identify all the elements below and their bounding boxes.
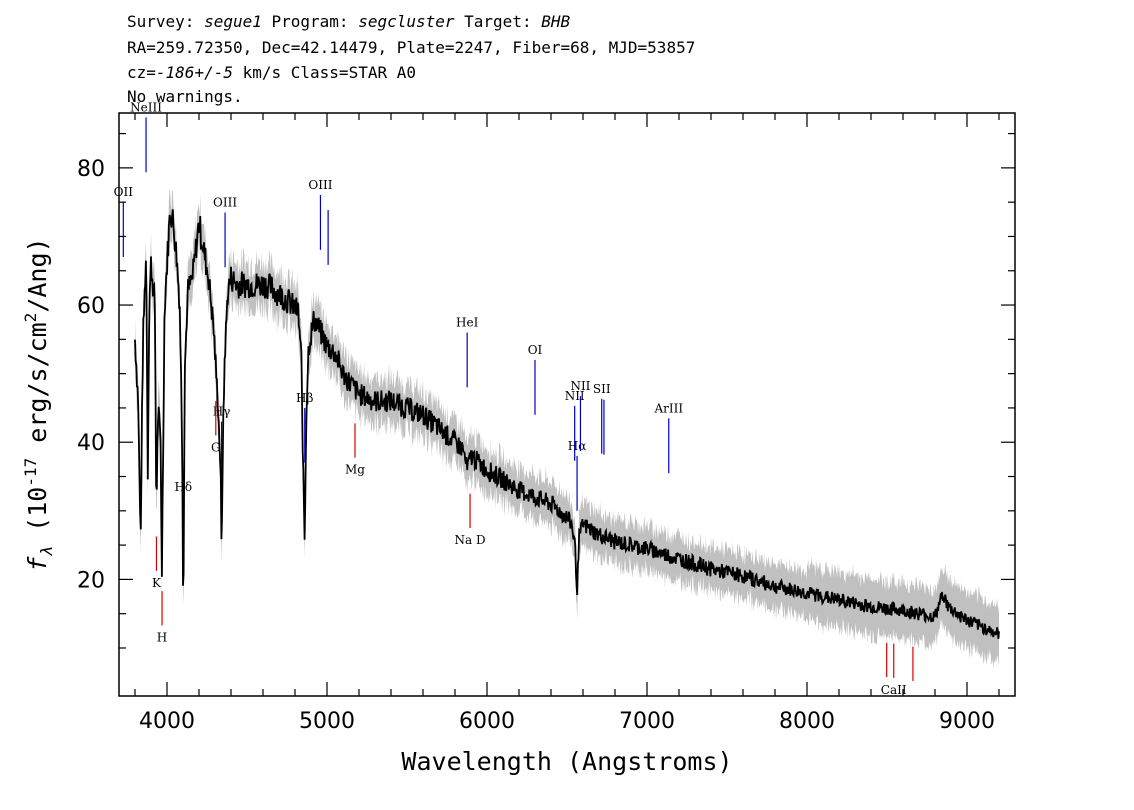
cz-label: cz= — [127, 63, 156, 82]
x-tick-label: 9000 — [939, 709, 995, 734]
x-tick-label: 8000 — [779, 709, 835, 734]
plot-frame — [118, 112, 1016, 697]
absorption-line-label: Na D — [454, 533, 485, 547]
y-axis-label-part: erg/s/cm — [23, 322, 52, 457]
y-axis-label-part: 2 — [21, 313, 40, 323]
target-value: BHB — [541, 12, 571, 31]
absorption-line-label: K — [152, 576, 162, 590]
axis-ticks — [119, 113, 1015, 696]
x-tick-label: 7000 — [619, 709, 675, 734]
survey-label: Survey: — [127, 12, 205, 31]
absorption-line-label: H — [157, 630, 167, 644]
y-axis-label-part: (10 — [23, 487, 52, 547]
program-label: Program: — [261, 12, 359, 31]
emission-line-label: Hβ — [296, 391, 313, 405]
x-tick-label: 5000 — [299, 709, 355, 734]
emission-line-label: OIII — [308, 178, 332, 192]
spectrum-info-line-1: Survey: segue1 Program: segcluster Targe… — [127, 14, 570, 30]
spectrum-info-line-4: No warnings. — [127, 87, 243, 106]
x-tick-label: 4000 — [139, 709, 195, 734]
emission-line-label: OI — [528, 343, 543, 357]
absorption-line-label: Mg — [345, 463, 365, 477]
emission-line-label: ArIII — [653, 401, 683, 415]
absorption-line-label: G — [211, 440, 221, 454]
x-axis-label: Wavelength (Angstroms) — [401, 747, 732, 776]
x-tick-labels: 4000 5000 6000 7000 8000 9000 — [139, 709, 995, 734]
y-axis-label-part: f — [23, 556, 52, 572]
program-value: segcluster — [358, 12, 455, 31]
survey-value: segue1 — [204, 12, 262, 31]
y-axis-label: fλ (10-17 erg/s/cm2/Ang) — [21, 237, 56, 571]
class-text: km/s Class=STAR A0 — [232, 63, 416, 82]
emission-line-label: OII — [114, 185, 134, 199]
y-tick-label: 20 — [77, 568, 105, 593]
spectrum-info-line-3: cz=-186+/-5 km/s Class=STAR A0 — [127, 65, 416, 81]
emission-line-label: Hα — [568, 439, 587, 453]
absorption-line-label: CaII — [881, 683, 907, 697]
noise-band — [135, 188, 999, 668]
cz-value: -186+/-5 — [155, 63, 233, 82]
y-axis-label-part: -17 — [21, 458, 40, 487]
target-label: Target: — [454, 12, 542, 31]
spectrum-info-line-2: RA=259.72350, Dec=42.14479, Plate=2247, … — [127, 38, 696, 57]
emission-line-label: SII — [593, 382, 611, 396]
y-axis-label-part: λ — [37, 547, 56, 557]
y-axis-label-part: /Ang) — [23, 237, 52, 312]
emission-line-label: NeIII — [130, 100, 162, 114]
y-tick-label: 60 — [77, 294, 105, 319]
spectrum-series — [134, 209, 1000, 639]
emission-line-label: HeI — [456, 315, 479, 329]
emission-line-label: NII — [570, 379, 590, 393]
emission-line-label: OIII — [213, 195, 237, 209]
noise-band-area — [135, 188, 999, 668]
spectrum-line — [134, 209, 1000, 639]
y-tick-labels: 20 40 60 80 — [77, 157, 105, 594]
x-tick-label: 6000 — [459, 709, 515, 734]
y-tick-label: 40 — [77, 431, 105, 456]
y-tick-label: 80 — [77, 157, 105, 182]
